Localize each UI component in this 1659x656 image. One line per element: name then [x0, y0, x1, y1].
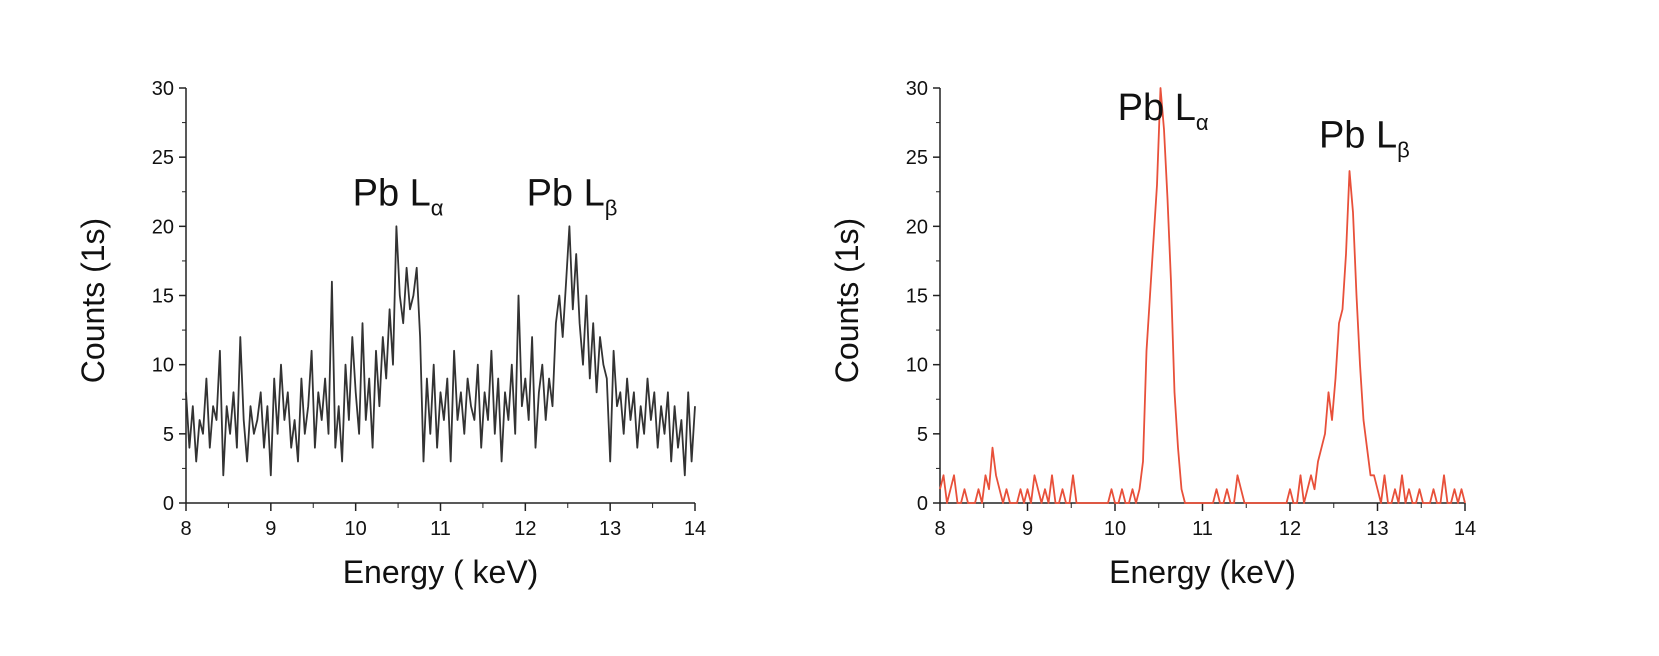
chart2-y-axis-title: Counts (1s): [829, 218, 865, 383]
chart2-x-tick-label: 11: [1192, 518, 1213, 540]
chart1-x-axis-title: Energy ( keV): [343, 554, 539, 590]
peak-label-subscript: α: [431, 196, 444, 221]
chart2-x-tick-label: 14: [1454, 518, 1476, 540]
chart2-series-line: [939, 87, 1466, 504]
chart-panel-left: 0 5 10 15 20 25 30 8 9 10 11 12 13 14 Energy ( keV) Cou…: [0, 0, 829, 656]
chart1-y-axis-title: Counts (1s): [75, 218, 111, 383]
chart2-x-tick-label: 13: [1366, 518, 1388, 540]
chart2-x-tick-label: 10: [1104, 518, 1126, 540]
chart2-x-tick-label: 8: [934, 518, 945, 540]
chart1-series-line: [185, 225, 696, 477]
chart1-x-tick-label: 9: [265, 518, 276, 540]
peak-label-main: Pb L: [527, 173, 605, 215]
chart1-x-tick-label: 8: [180, 518, 191, 540]
chart1-x-tick-label: 13: [599, 518, 621, 540]
chart1-x-tick-label: 12: [514, 518, 536, 540]
chart2-x-tick-label: 9: [1022, 518, 1033, 540]
peak-label-main: Pb L: [1319, 114, 1397, 156]
chart1-x-tick-label: 11: [430, 518, 451, 540]
chart-panel-right: 0 5 10 15 20 25 30 8 9 10 11 12 13 14 Energy (keV) Coun…: [829, 0, 1658, 656]
chart1-peak-label-beta: Pb Lβ: [527, 173, 618, 221]
chart2-x-axis-title: Energy (keV): [1109, 554, 1296, 590]
chart2-y-tick-label: 25: [906, 147, 928, 169]
peak-label-subscript: β: [605, 196, 618, 221]
peak-label-subscript: α: [1196, 110, 1209, 135]
chart2-y-tick-label: 20: [906, 216, 928, 238]
chart1-y-tick-label: 10: [152, 355, 174, 377]
peak-label-main: Pb L: [1118, 87, 1196, 129]
chart1-y-tick-label: 30: [152, 78, 174, 100]
chart1-peak-label-alpha: Pb Lα: [353, 173, 444, 221]
chart2-y-tick-label: 10: [906, 355, 928, 377]
chart-svg-right: 0 5 10 15 20 25 30 8 9 10 11 12 13 14 Energy (keV) Coun…: [829, 78, 1476, 590]
chart1-y-tick-label: 5: [163, 424, 174, 446]
peak-label-subscript: β: [1397, 137, 1410, 162]
chart2-y-tick-label: 5: [917, 424, 928, 446]
chart1-y-tick-label: 20: [152, 216, 174, 238]
chart2-peak-label-alpha: Pb Lα: [1118, 87, 1209, 135]
chart2-y-tick-label: 15: [906, 286, 928, 308]
peak-label-main: Pb L: [353, 173, 431, 215]
chart-svg-left: 0 5 10 15 20 25 30 8 9 10 11 12 13 14 Energy ( keV) Cou…: [75, 78, 706, 590]
chart1-x-tick-label: 14: [684, 518, 706, 540]
chart1-y-tick-label: 15: [152, 286, 174, 308]
chart1-x-tick-label: 10: [345, 518, 367, 540]
chart1-y-tick-label: 25: [152, 147, 174, 169]
chart2-y-tick-label: 30: [906, 78, 928, 100]
chart2-x-tick-label: 12: [1279, 518, 1301, 540]
chart1-y-tick-label: 0: [163, 493, 174, 515]
chart2-peak-label-beta: Pb Lβ: [1319, 114, 1410, 162]
chart2-y-tick-label: 0: [917, 493, 928, 515]
